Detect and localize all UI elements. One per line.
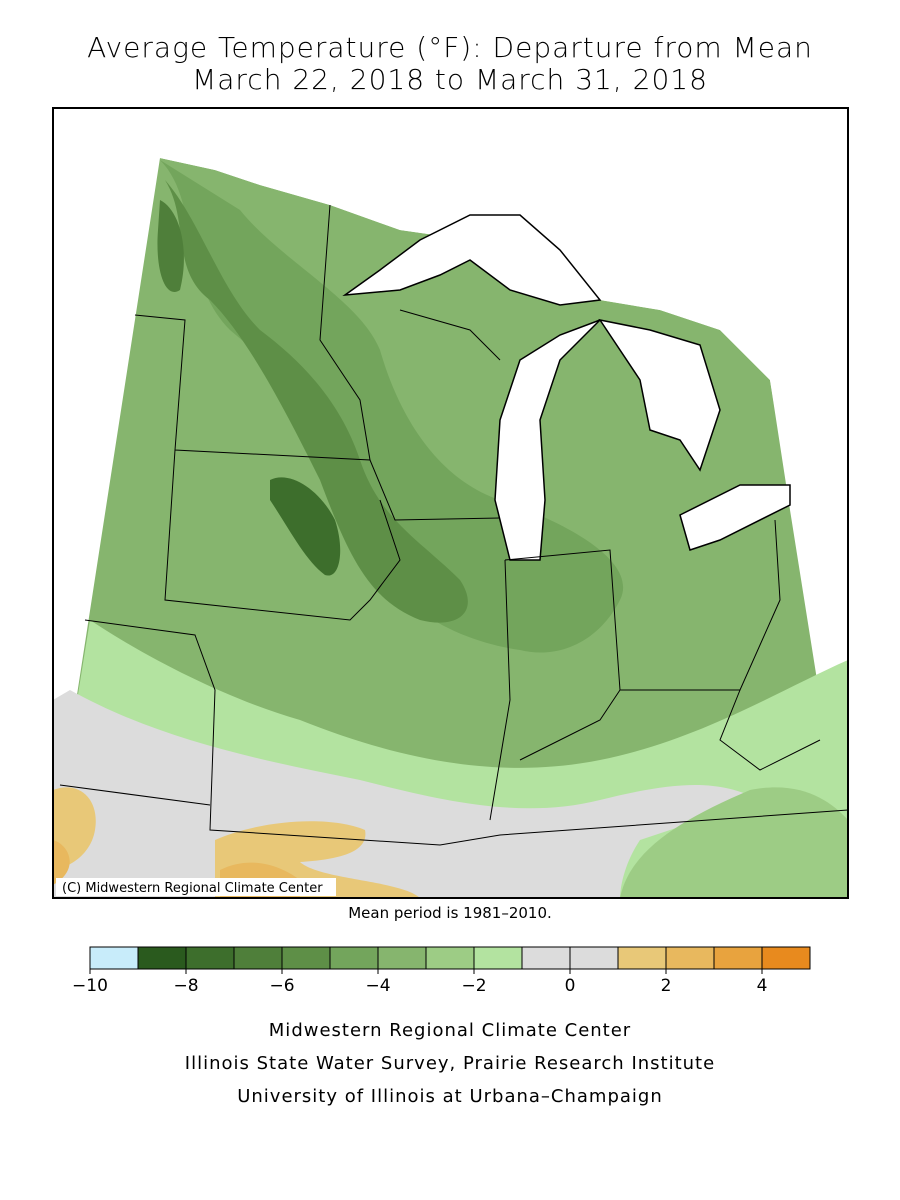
legend-swatch: [89, 946, 139, 970]
lake: [679, 484, 791, 551]
legend-swatch: [713, 946, 763, 970]
legend-swatch: [761, 946, 811, 970]
legend-tick-label: 4: [757, 976, 768, 996]
footer-line: University of Illinois at Urbana–Champai…: [237, 1086, 663, 1107]
legend-swatch: [281, 946, 331, 970]
map: [53, 108, 848, 898]
legend-swatch: [473, 946, 523, 970]
legend-tick-label: 2: [661, 976, 672, 996]
footer-line: Midwestern Regional Climate Center: [268, 1020, 632, 1041]
contour: [270, 477, 341, 576]
title-line: March 22, 2018 to March 31, 2018: [192, 63, 708, 96]
map-frame: [52, 107, 849, 899]
legend-swatch: [665, 946, 715, 970]
credit-box: [56, 878, 336, 896]
lake: [342, 214, 602, 306]
legend-tick-label: −4: [365, 976, 390, 996]
contour: [157, 200, 184, 292]
legend-tick-label: −2: [461, 976, 486, 996]
lake: [494, 319, 601, 561]
legend-swatch: [185, 946, 235, 970]
state-borders: [59, 204, 848, 846]
legend-swatch: [329, 946, 379, 970]
legend-tick-label: −8: [173, 976, 198, 996]
map-credit: (C) Midwestern Regional Climate Center: [62, 881, 323, 896]
contour: [165, 180, 468, 623]
contour: [53, 787, 420, 898]
footer-line: Illinois State Water Survey, Prairie Res…: [184, 1053, 716, 1074]
legend: −10 −8 −6 −4 −2 0 2 4: [72, 946, 811, 996]
legend-swatch: [617, 946, 667, 970]
lake: [598, 318, 721, 472]
contour: [620, 787, 848, 898]
legend-swatch: [569, 946, 619, 970]
title-line: Average Temperature (°F): Departure from…: [87, 31, 813, 64]
canada: [53, 108, 848, 500]
legend-tick-label: −6: [269, 976, 294, 996]
legend-swatch: [377, 946, 427, 970]
legend-swatch: [137, 946, 187, 970]
legend-swatch: [233, 946, 283, 970]
mean-note: Mean period is 1981–2010.: [348, 904, 552, 922]
legend-swatch: [425, 946, 475, 970]
legend-swatch: [521, 946, 571, 970]
legend-tick-label: −10: [72, 976, 108, 996]
legend-tick-label: 0: [565, 976, 576, 996]
